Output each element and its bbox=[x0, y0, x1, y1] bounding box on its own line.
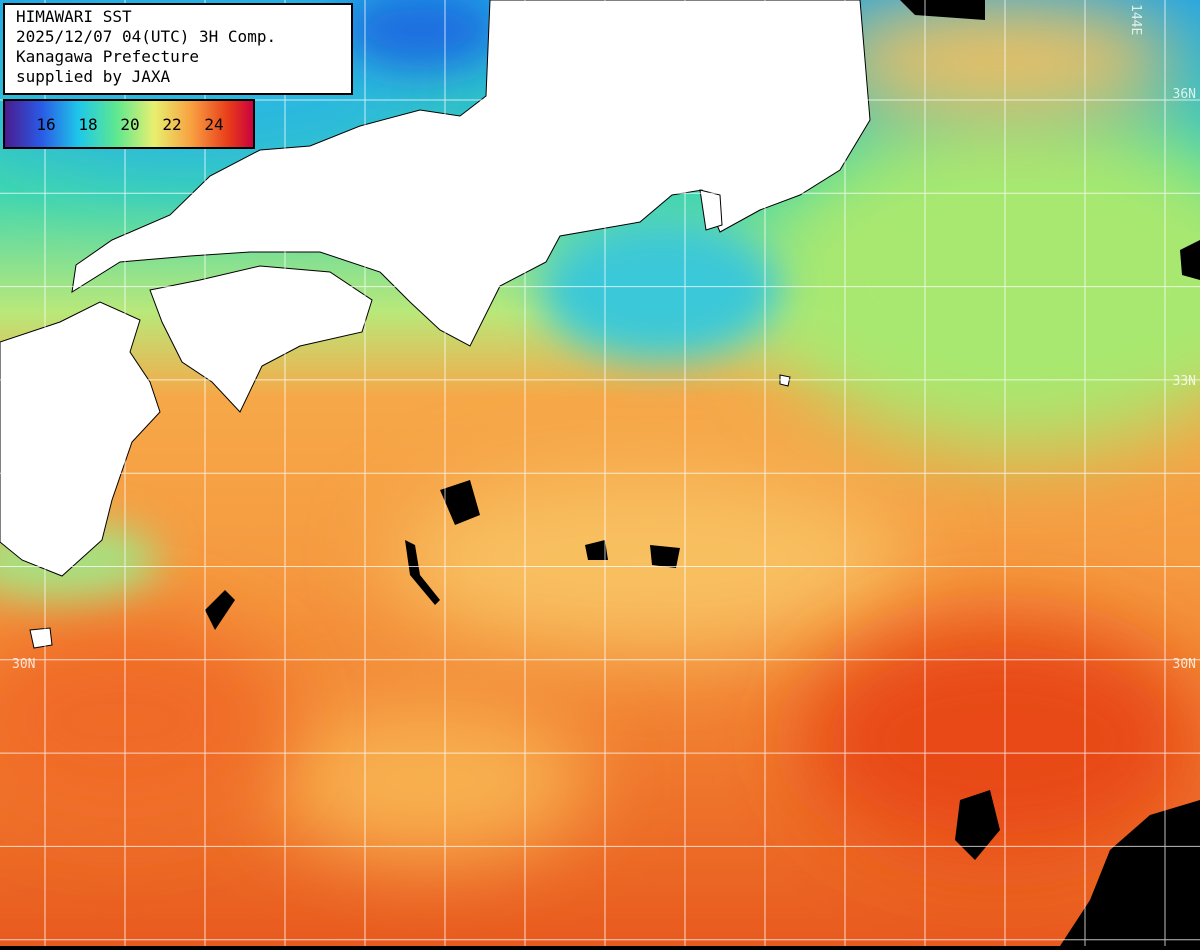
lat-label: 33N bbox=[1173, 374, 1196, 389]
lon-label: 144E bbox=[1128, 4, 1143, 35]
colorbar-label: 18 bbox=[78, 115, 97, 134]
colorbar-label: 20 bbox=[120, 115, 139, 134]
header-line: 2025/12/07 04(UTC) 3H Comp. bbox=[16, 27, 276, 46]
colorbar-label: 24 bbox=[204, 115, 223, 134]
lat-label: 30N bbox=[12, 657, 35, 672]
header-line: Kanagawa Prefecture bbox=[16, 47, 199, 66]
lat-label: 30N bbox=[1173, 657, 1196, 672]
lat-label: 36N bbox=[1173, 87, 1196, 102]
colorbar-label: 16 bbox=[36, 115, 55, 134]
lat-label: 33N bbox=[12, 374, 35, 389]
colorbar-label: 22 bbox=[162, 115, 181, 134]
colorbar bbox=[3, 99, 255, 149]
lon-label: 136E bbox=[488, 4, 503, 35]
header-box bbox=[3, 3, 353, 95]
header-line: HIMAWARI SST bbox=[16, 7, 132, 26]
header-line: supplied by JAXA bbox=[16, 67, 170, 86]
